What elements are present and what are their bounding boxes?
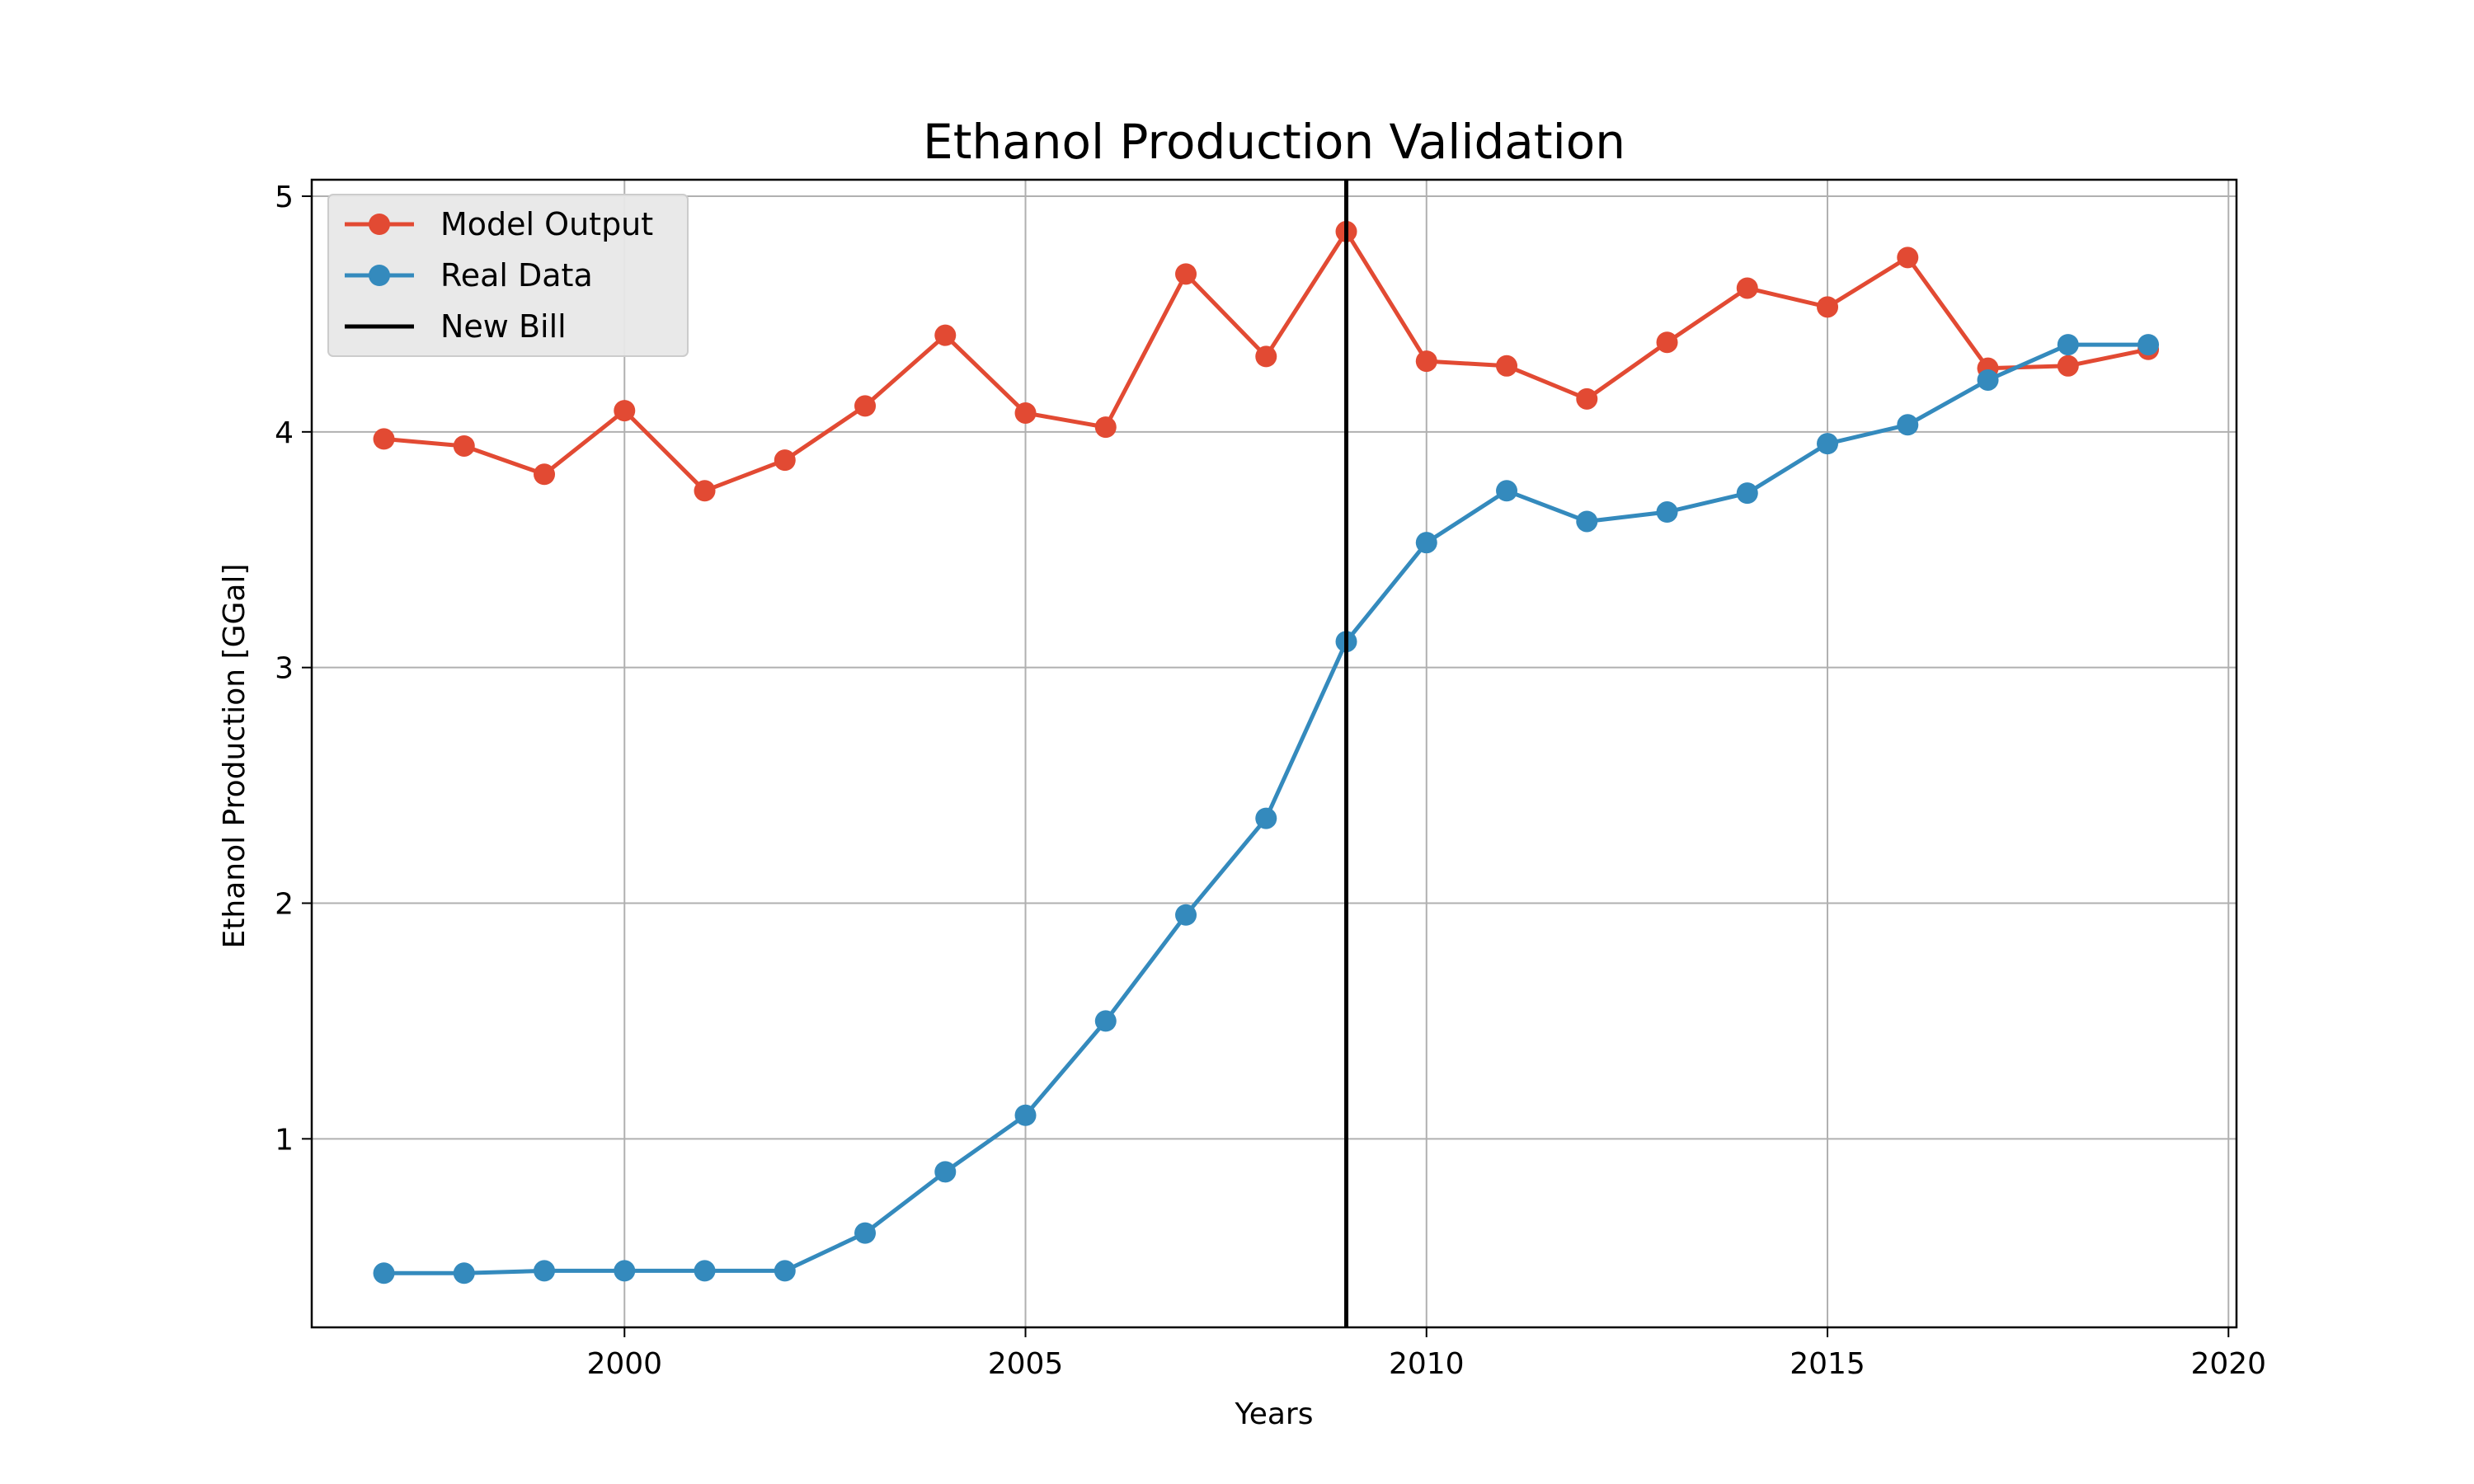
legend-marker-real-data [369, 265, 390, 286]
data-point-real-data [694, 1260, 716, 1282]
data-point-model-output [2057, 355, 2079, 377]
x-tick-label: 2010 [1389, 1347, 1465, 1381]
data-point-real-data [1094, 1010, 1117, 1032]
data-point-real-data [934, 1161, 957, 1183]
y-tick-label: 3 [275, 652, 294, 686]
data-point-real-data [1817, 433, 1839, 455]
data-point-model-output [1415, 350, 1437, 373]
data-point-model-output [1576, 387, 1598, 410]
chart-title: Ethanol Production Validation [923, 114, 1625, 170]
data-point-real-data [854, 1222, 877, 1244]
data-point-model-output [1094, 416, 1117, 439]
data-point-real-data [614, 1260, 636, 1282]
data-point-model-output [614, 400, 636, 422]
plot-frame [310, 178, 2238, 1329]
x-tick-label: 2000 [586, 1347, 662, 1381]
x-axis-label: Years [1235, 1397, 1314, 1431]
data-point-model-output [934, 324, 957, 346]
data-point-real-data [1977, 369, 1999, 391]
axis-ticks: 2000 2005 2010 2015 2020 1 2 3 4 5 [275, 181, 2266, 1381]
data-point-real-data [1415, 532, 1437, 554]
data-point-real-data [1175, 904, 1197, 926]
legend-box [327, 194, 689, 357]
data-point-model-output [774, 449, 796, 472]
y-tick-label: 1 [275, 1123, 294, 1157]
data-point-model-output [854, 395, 877, 417]
data-point-real-data [1656, 501, 1678, 524]
data-point-model-output [453, 434, 475, 457]
data-point-real-data [1736, 482, 1758, 505]
data-point-real-data [1014, 1104, 1037, 1126]
x-tick-label: 2015 [1790, 1347, 1865, 1381]
data-point-real-data [1496, 480, 1518, 502]
data-point-real-data [1576, 510, 1598, 533]
data-point-model-output [1817, 296, 1839, 318]
data-point-model-output [1014, 402, 1037, 424]
data-point-model-output [373, 428, 395, 450]
plot-area [373, 180, 2160, 1327]
data-point-model-output [694, 480, 716, 502]
series-real-data [373, 334, 2160, 1284]
legend: Model Output Real Data New Bill [327, 194, 689, 357]
data-point-model-output [1897, 247, 1919, 269]
legend-marker-model-output [369, 214, 390, 235]
series-model-output [373, 220, 2160, 502]
legend-label-new-bill: New Bill [440, 308, 567, 345]
data-point-model-output [1656, 331, 1678, 354]
data-point-real-data [1897, 414, 1919, 436]
data-point-real-data [373, 1262, 395, 1284]
x-tick-label: 2020 [2190, 1347, 2266, 1381]
data-point-model-output [1175, 263, 1197, 285]
data-point-real-data [1255, 807, 1277, 829]
legend-label-model-output: Model Output [440, 206, 653, 242]
y-tick-label: 5 [275, 181, 294, 214]
data-point-real-data [774, 1260, 796, 1282]
data-point-real-data [534, 1260, 556, 1282]
data-point-model-output [534, 463, 556, 486]
data-point-real-data [453, 1262, 475, 1284]
y-tick-label: 2 [275, 888, 294, 922]
data-point-real-data [2057, 334, 2079, 356]
y-tick-label: 4 [275, 416, 294, 450]
y-axis-label: Ethanol Production [GGal] [218, 564, 252, 949]
data-point-model-output [1736, 277, 1758, 299]
data-point-model-output [1496, 355, 1518, 377]
data-point-model-output [1255, 345, 1277, 368]
data-point-real-data [2138, 334, 2160, 356]
legend-label-real-data: Real Data [440, 257, 593, 294]
x-tick-label: 2005 [988, 1347, 1064, 1381]
